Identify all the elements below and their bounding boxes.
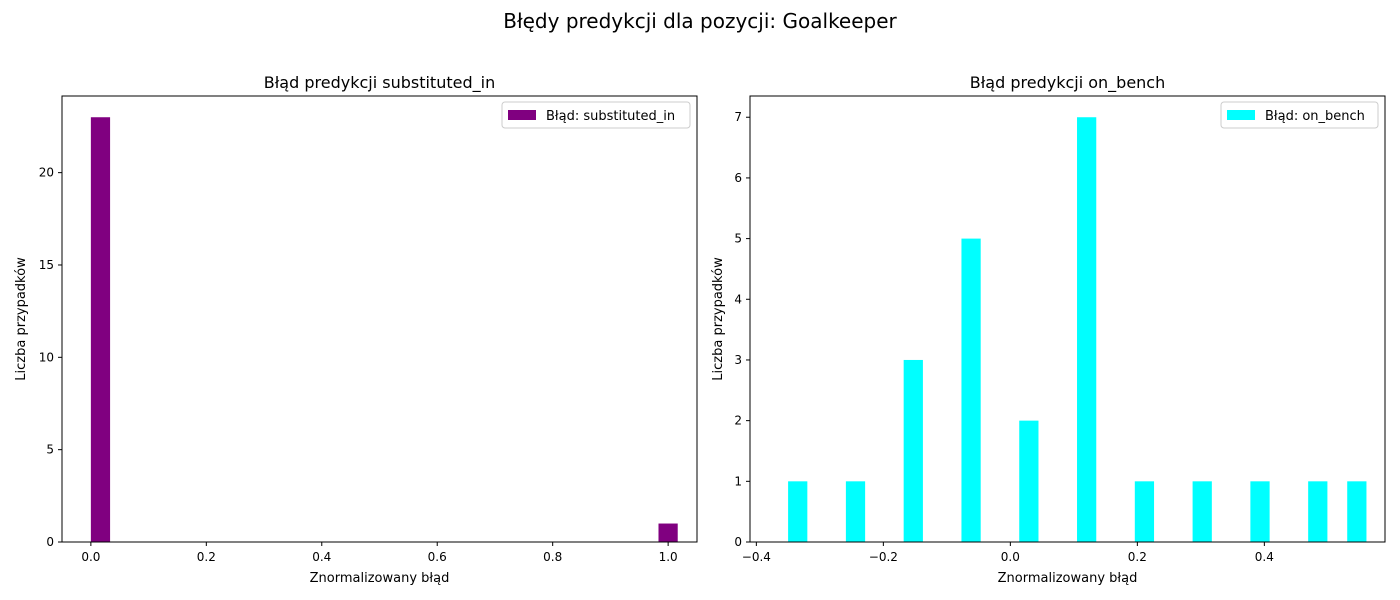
x-tick-label: −0.2 bbox=[869, 550, 898, 564]
bar bbox=[845, 481, 866, 542]
y-tick-label: 6 bbox=[734, 171, 742, 185]
legend: Błąd: substituted_in bbox=[501, 101, 691, 129]
y-tick-label: 5 bbox=[734, 232, 742, 246]
x-axis-label: Znormalizowany błąd bbox=[998, 571, 1138, 586]
bar bbox=[1019, 420, 1039, 542]
y-tick-label: 20 bbox=[39, 166, 54, 180]
bars bbox=[90, 117, 678, 542]
legend-swatch bbox=[1227, 110, 1255, 120]
x-tick-label: 0.2 bbox=[1128, 550, 1147, 564]
y-axis-label: Liczba przypadków bbox=[711, 257, 726, 381]
y-tick-label: 10 bbox=[39, 350, 54, 364]
y-tick-label: 2 bbox=[734, 414, 742, 428]
bar bbox=[658, 523, 678, 542]
chart-substituted-in: Błąd predykcji substituted_in Znormalizo… bbox=[14, 73, 698, 586]
bar bbox=[1134, 481, 1155, 542]
bar bbox=[1192, 481, 1212, 542]
legend: Błąd: on_bench bbox=[1220, 101, 1379, 129]
y-tick-label: 0 bbox=[734, 535, 742, 549]
y-tick-label: 1 bbox=[734, 474, 742, 488]
legend-box bbox=[1220, 101, 1379, 129]
x-tick-label: −0.4 bbox=[742, 550, 771, 564]
y-axis-label: Liczba przypadków bbox=[14, 257, 29, 381]
chart-on-bench: Błąd predykcji on_bench Znormalizowany b… bbox=[711, 73, 1386, 586]
y-ticks: 0 5 10 15 20 bbox=[39, 166, 62, 549]
bar bbox=[1308, 481, 1328, 542]
bars bbox=[788, 117, 1367, 542]
x-tick-label: 1.0 bbox=[659, 550, 678, 564]
y-tick-label: 0 bbox=[46, 535, 54, 549]
bar bbox=[788, 481, 808, 542]
legend-label: Błąd: substituted_in bbox=[546, 109, 675, 124]
x-tick-label: 0.6 bbox=[428, 550, 447, 564]
y-tick-label: 4 bbox=[734, 292, 742, 306]
figure-title: Błędy predykcji dla pozycji: Goalkeeper bbox=[503, 9, 897, 33]
bar bbox=[90, 117, 111, 542]
y-tick-label: 5 bbox=[46, 443, 54, 457]
y-tick-label: 15 bbox=[39, 258, 54, 272]
axes-title: Błąd predykcji substituted_in bbox=[264, 73, 495, 93]
x-tick-label: 0.2 bbox=[197, 550, 216, 564]
x-tick-label: 0.4 bbox=[1255, 550, 1274, 564]
plot-frame bbox=[749, 95, 1386, 543]
legend-box bbox=[501, 101, 691, 129]
legend-label: Błąd: on_bench bbox=[1265, 109, 1365, 124]
bar bbox=[903, 359, 923, 542]
y-tick-label: 3 bbox=[734, 353, 742, 367]
y-tick-label: 7 bbox=[734, 110, 742, 124]
bar bbox=[961, 238, 981, 542]
plot-frame bbox=[61, 95, 698, 543]
x-ticks: −0.4 −0.2 0.0 0.2 0.4 bbox=[742, 542, 1274, 564]
bar bbox=[1347, 481, 1367, 542]
y-ticks: 0 1 2 3 4 5 6 7 bbox=[734, 110, 750, 549]
bar bbox=[1250, 481, 1270, 542]
bar bbox=[1077, 117, 1097, 542]
x-tick-label: 0.4 bbox=[312, 550, 331, 564]
x-tick-label: 0.8 bbox=[543, 550, 562, 564]
legend-swatch bbox=[508, 110, 536, 120]
axes-title: Błąd predykcji on_bench bbox=[970, 73, 1165, 93]
x-ticks: 0.0 0.2 0.4 0.6 0.8 1.0 bbox=[81, 542, 678, 564]
x-tick-label: 0.0 bbox=[1001, 550, 1020, 564]
x-axis-label: Znormalizowany błąd bbox=[310, 571, 450, 586]
x-tick-label: 0.0 bbox=[81, 550, 100, 564]
